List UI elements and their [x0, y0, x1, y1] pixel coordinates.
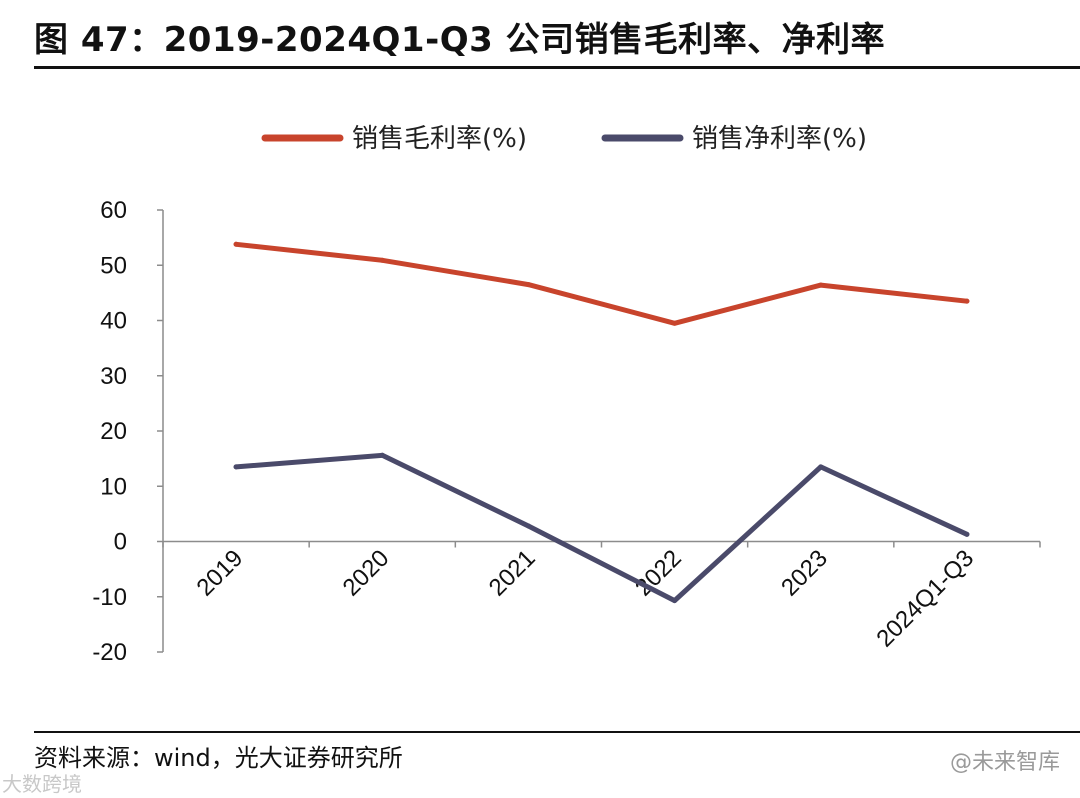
legend: 销售毛利率(%) 销售净利率(%)	[261, 124, 867, 154]
legend-label: 销售毛利率(%)	[352, 124, 527, 154]
gross-margin-point	[379, 257, 385, 263]
net-margin-point	[964, 531, 970, 537]
y-tick-label: -20	[92, 639, 127, 666]
x-tick-label: 2020	[338, 545, 395, 602]
net-margin-point	[818, 464, 824, 470]
y-tick-label: 60	[100, 197, 127, 224]
y-tick-label: 40	[100, 308, 127, 335]
gross-margin-point	[818, 282, 824, 288]
watermark-right: @未来智库	[949, 750, 1060, 775]
chart-title: 图 47：2019-2024Q1-Q3 公司销售毛利率、净利率	[34, 20, 886, 60]
net-margin-line	[233, 452, 970, 604]
x-tick-label: 2023	[776, 545, 833, 602]
y-tick-label: 0	[114, 529, 127, 556]
y-tick-label: 30	[100, 363, 127, 390]
footer-rule	[34, 731, 1080, 733]
y-tick-label: 10	[100, 473, 127, 500]
plot-area	[233, 241, 970, 604]
source-note: 资料来源：wind，光大证券研究所	[34, 744, 403, 772]
gross-margin-point	[233, 241, 239, 247]
gross-margin-point	[964, 298, 970, 304]
net-margin-point	[379, 452, 385, 458]
x-tick-label: 2019	[191, 545, 248, 602]
watermark-left: 大数跨境	[2, 772, 82, 796]
legend-label: 销售净利率(%)	[692, 124, 867, 154]
net-margin-point	[525, 523, 531, 529]
y-tick-label: -10	[92, 584, 127, 611]
line-chart: 销售毛利率(%) 销售净利率(%) 60 50 40 30 20 10 0 -10 -20 2019…	[92, 124, 1041, 666]
y-tick-label: 20	[100, 418, 127, 445]
y-tick-label: 50	[100, 252, 127, 279]
net-margin-point	[233, 464, 239, 470]
title-rule	[34, 66, 1080, 69]
net-margin-point	[672, 598, 678, 604]
x-tick-label: 2021	[484, 545, 541, 602]
x-tick-label: 2024Q1-Q3	[871, 545, 979, 653]
gross-margin-point	[525, 282, 531, 288]
gross-margin-line	[233, 241, 970, 326]
gross-margin-point	[672, 320, 678, 326]
